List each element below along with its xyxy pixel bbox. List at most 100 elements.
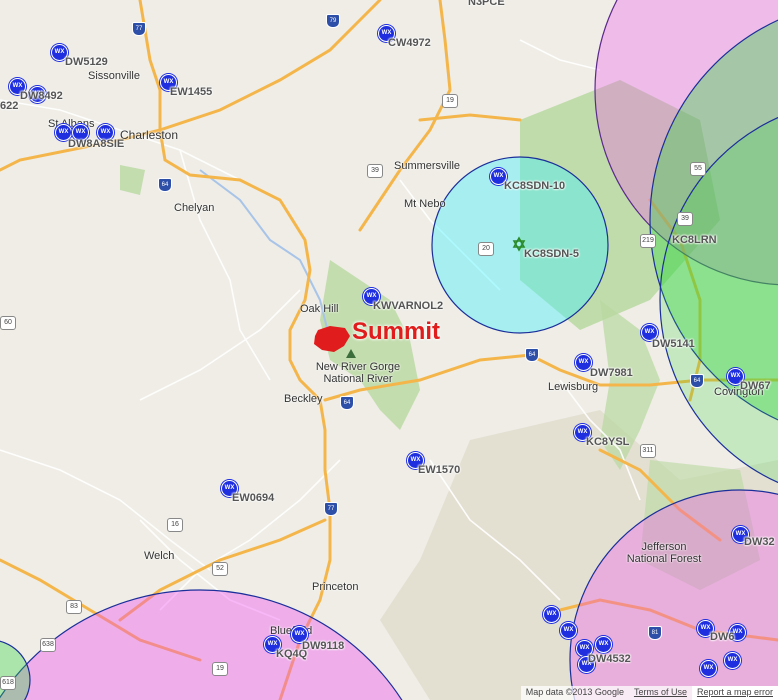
town-welch: Welch <box>144 550 175 562</box>
wx-station-icon[interactable]: WX <box>729 624 746 641</box>
town-beckley: Beckley <box>284 393 323 405</box>
road-shield-icon: 638 <box>40 638 56 652</box>
kc8sdn5-star-icon <box>512 236 526 252</box>
station-label[interactable]: 622 <box>0 100 19 112</box>
wx-station-icon[interactable]: WX <box>160 74 177 91</box>
park-small <box>120 165 145 195</box>
town-covington: Covington <box>714 386 764 398</box>
road-shield-icon: 618 <box>0 676 16 690</box>
town-princeton: Princeton <box>312 581 359 593</box>
interstate-shield-icon: 64 <box>690 374 704 388</box>
wx-station-icon[interactable]: WX <box>578 656 595 673</box>
wx-station-icon[interactable]: WX <box>9 78 26 95</box>
wx-station-icon[interactable]: WX <box>595 636 612 653</box>
station-label[interactable]: KC8SDN-5 <box>524 248 580 260</box>
interstate-shield-icon: 77 <box>324 502 338 516</box>
terms-of-use-link[interactable]: Terms of Use <box>628 686 692 700</box>
wx-station-icon[interactable]: WX <box>55 124 72 141</box>
station-label[interactable]: EW1455 <box>170 86 213 98</box>
coverage-circle-se <box>569 489 778 700</box>
river <box>199 169 331 341</box>
station-label[interactable]: KC8SDN-10 <box>504 180 566 192</box>
wx-station-icon[interactable]: WX <box>574 424 591 441</box>
road-shield-icon: 39 <box>367 164 383 178</box>
station-label[interactable]: DW8492 <box>20 90 63 102</box>
station-label[interactable]: DW6 <box>710 631 735 643</box>
wx-station-icon[interactable]: WX <box>29 86 46 103</box>
station-label[interactable]: KWVARNOL2 <box>373 300 444 312</box>
road-shield-icon: 55 <box>690 162 706 176</box>
station-label[interactable]: DW32 <box>744 536 775 548</box>
town-oak-hill: Oak Hill <box>300 303 339 315</box>
minor-roads <box>0 39 641 621</box>
wx-station-icon[interactable]: WX <box>575 354 592 371</box>
town-jefferson: Jefferson National Forest <box>626 541 702 565</box>
town-charleston: Charleston <box>120 128 179 142</box>
town-chelyan: Chelyan <box>174 202 215 214</box>
wx-station-icon[interactable]: WX <box>724 652 741 669</box>
station-label[interactable]: DW8A8SIE <box>68 138 125 150</box>
wx-station-icon[interactable]: WX <box>560 622 577 639</box>
map-footer: Map data ©2013 Google Terms of Use Repor… <box>520 686 778 700</box>
coverage-circle-east <box>659 116 778 484</box>
road-shield-icon: 16 <box>167 518 183 532</box>
station-label[interactable]: EW0694 <box>232 492 275 504</box>
wx-station-icon[interactable]: WX <box>378 25 395 42</box>
wx-station-icon[interactable]: WX <box>727 368 744 385</box>
station-label[interactable]: DW5129 <box>65 56 108 68</box>
wx-station-icon[interactable]: WX <box>490 168 507 185</box>
road-shield-icon: 311 <box>640 444 656 458</box>
station-label[interactable]: DW4532 <box>588 653 631 665</box>
wx-station-icon[interactable]: WX <box>732 526 749 543</box>
summit-label: Summit <box>352 318 441 345</box>
road-shield-icon: 19 <box>442 94 458 108</box>
coverage-circle-kc8lrn <box>649 19 778 421</box>
interstate-shield-icon: 64 <box>525 348 539 362</box>
wx-station-icon[interactable]: WX <box>697 620 714 637</box>
road-shield-icon: 83 <box>66 600 82 614</box>
station-label[interactable]: KC8YSL <box>586 436 630 448</box>
town-summersville: Summersville <box>394 160 461 172</box>
station-label[interactable]: CW4972 <box>388 37 431 49</box>
town-new-river: New River Gorge National River <box>315 361 401 385</box>
interstate-shield-icon: 81 <box>648 626 662 640</box>
report-map-error-link[interactable]: Report a map error <box>691 686 778 700</box>
coverage-circle-sw <box>0 589 403 700</box>
new-river-park <box>320 260 420 430</box>
road-shield-icon: 52 <box>212 562 228 576</box>
coverage-circle-kc8sdn <box>431 156 609 334</box>
station-label[interactable]: KQ4Q <box>276 648 308 660</box>
interstate-shield-icon: 64 <box>158 178 172 192</box>
road-shield-icon: 20 <box>478 242 494 256</box>
wx-station-icon[interactable]: WX <box>543 606 560 623</box>
wx-station-icon[interactable]: WX <box>407 452 424 469</box>
forest-area <box>520 80 720 330</box>
town-lewisburg: Lewisburg <box>548 381 599 393</box>
coverage-circle-ne <box>594 0 778 286</box>
wx-station-icon[interactable]: WX <box>641 324 658 341</box>
wx-station-icon[interactable]: WX <box>291 626 308 643</box>
station-label[interactable]: EW1570 <box>418 464 461 476</box>
summit-marker <box>314 326 350 352</box>
station-label[interactable]: DW7981 <box>590 367 633 379</box>
wx-station-icon[interactable]: WX <box>363 288 380 305</box>
wx-station-icon[interactable]: WX <box>221 480 238 497</box>
wx-station-icon[interactable]: WX <box>700 660 717 677</box>
wx-station-icon[interactable]: WX <box>51 44 68 61</box>
road-shield-icon: 60 <box>0 316 16 330</box>
station-label[interactable]: DW5141 <box>652 338 695 350</box>
wx-station-icon[interactable]: WX <box>264 636 281 653</box>
town-sissonville: Sissonville <box>88 70 140 82</box>
road-shield-icon: 39 <box>677 212 693 226</box>
road-shield-icon: 219 <box>640 234 656 248</box>
station-label[interactable]: DW67 <box>740 380 771 392</box>
station-label[interactable]: KC8LRN <box>672 234 717 246</box>
wx-station-icon[interactable]: WX <box>72 124 89 141</box>
station-label[interactable]: N3PCE <box>468 0 505 8</box>
park-tree-icon <box>346 349 356 358</box>
station-label[interactable]: DW9118 <box>302 640 345 652</box>
wx-station-icon[interactable]: WX <box>97 124 114 141</box>
interstate-shield-icon: 77 <box>132 22 146 36</box>
